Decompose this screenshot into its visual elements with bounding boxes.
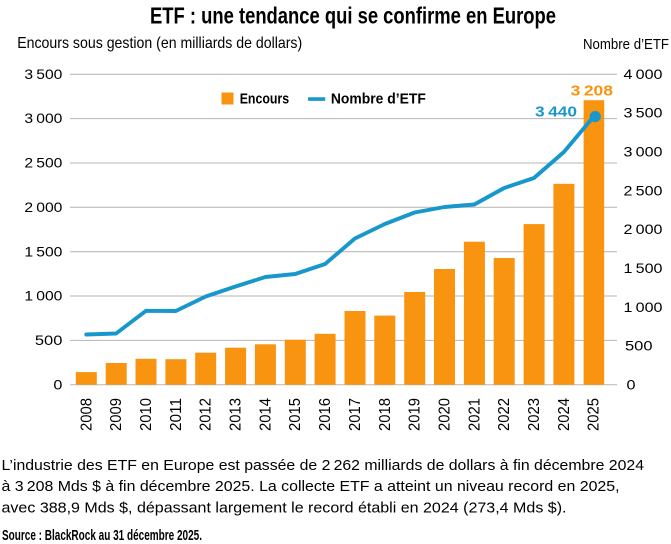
svg-text:2020: 2020 (437, 398, 454, 431)
svg-text:2021: 2021 (466, 398, 483, 431)
svg-text:2019: 2019 (407, 398, 424, 431)
svg-text:2016: 2016 (317, 398, 334, 431)
svg-text:à 3 208 Mds $ à fin décembre 2: à 3 208 Mds $ à fin décembre 2025. La co… (2, 478, 620, 495)
svg-text:2 500: 2 500 (624, 182, 663, 198)
svg-text:2008: 2008 (78, 398, 95, 431)
svg-text:4 000: 4 000 (624, 66, 663, 82)
svg-text:0: 0 (627, 377, 636, 393)
svg-text:avec 388,9 Mds $, dépassant la: avec 388,9 Mds $, dépassant largement le… (2, 500, 567, 517)
svg-text:2023: 2023 (526, 398, 543, 431)
svg-text:500: 500 (35, 332, 63, 348)
svg-text:3 500: 3 500 (24, 66, 62, 82)
svg-text:ETF : une tendance qui se conf: ETF : une tendance qui se confirme en Eu… (150, 3, 556, 29)
svg-text:500: 500 (625, 338, 653, 354)
svg-text:1 500: 1 500 (24, 243, 62, 259)
svg-text:2 000: 2 000 (24, 199, 62, 215)
svg-text:Nombre d’ETF: Nombre d’ETF (583, 37, 669, 53)
svg-text:2018: 2018 (377, 398, 394, 431)
svg-text:3 000: 3 000 (24, 110, 62, 126)
svg-text:Encours sous gestion (en milli: Encours sous gestion (en milliards de do… (17, 35, 302, 52)
svg-text:2011: 2011 (168, 398, 185, 431)
svg-text:L’industrie des ETF en Europe: L’industrie des ETF en Europe est passée… (2, 457, 644, 474)
svg-text:2015: 2015 (287, 398, 304, 431)
svg-text:3 208: 3 208 (571, 82, 613, 99)
svg-text:2014: 2014 (257, 398, 274, 431)
svg-text:1 000: 1 000 (24, 288, 62, 304)
svg-text:2024: 2024 (556, 398, 573, 431)
svg-text:3 500: 3 500 (624, 105, 663, 121)
svg-text:Encours: Encours (240, 91, 289, 108)
svg-text:2012: 2012 (198, 398, 215, 431)
svg-text:2009: 2009 (108, 398, 125, 431)
svg-text:1 500: 1 500 (624, 260, 663, 276)
svg-text:2025: 2025 (586, 398, 603, 431)
svg-text:2013: 2013 (228, 398, 245, 431)
svg-text:2010: 2010 (138, 398, 155, 431)
svg-text:0: 0 (53, 376, 62, 392)
svg-text:2017: 2017 (347, 398, 364, 431)
svg-text:Nombre d’ETF: Nombre d’ETF (331, 91, 426, 108)
svg-text:3 440: 3 440 (535, 104, 577, 121)
svg-text:1 000: 1 000 (624, 299, 663, 315)
svg-text:2 500: 2 500 (24, 155, 62, 171)
svg-text:3 000: 3 000 (624, 144, 663, 160)
svg-text:2 000: 2 000 (624, 221, 663, 237)
svg-text:2022: 2022 (496, 398, 513, 431)
svg-text:Source : BlackRock au 31 décem: Source : BlackRock au 31 décembre 2025. (2, 527, 202, 544)
